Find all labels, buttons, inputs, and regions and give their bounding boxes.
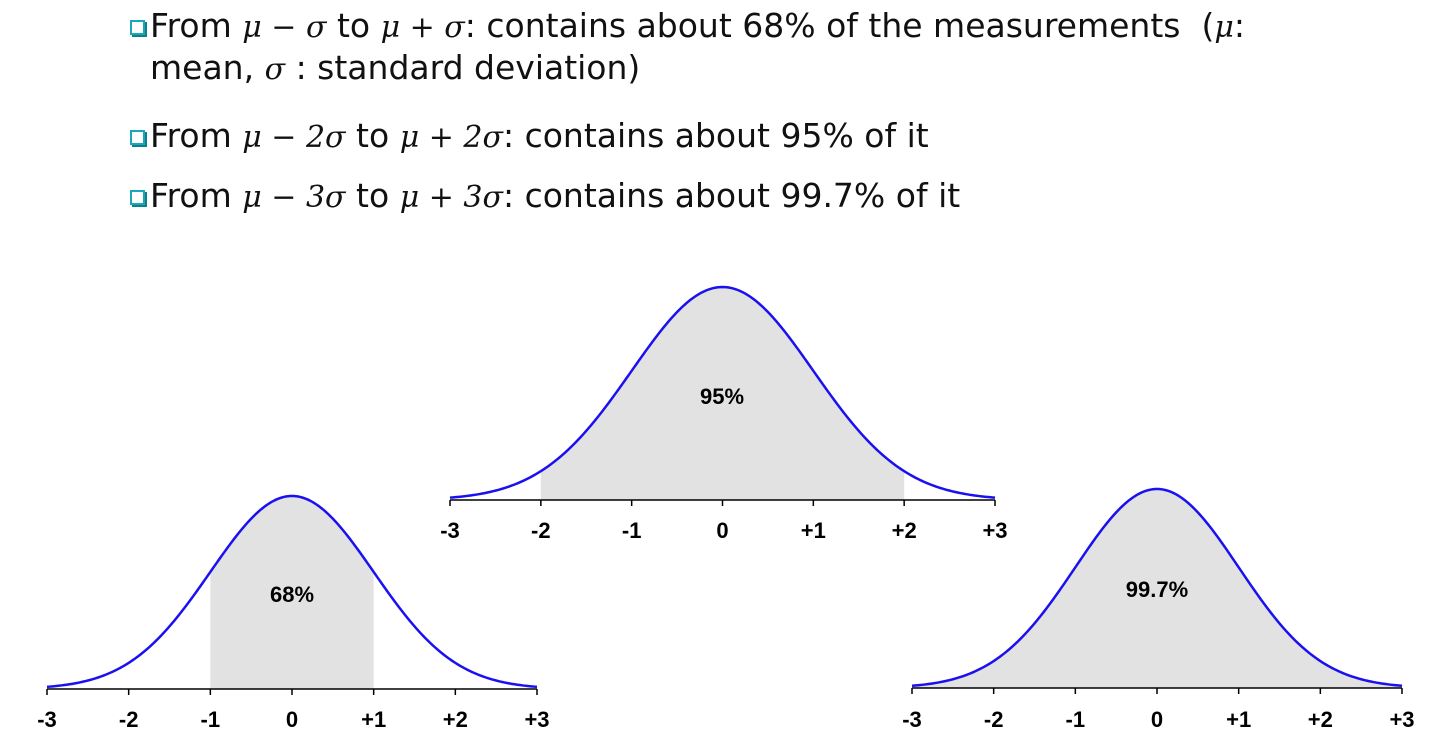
chart-95: -3 -2 -1 0 +1 +2 +3 95% (440, 285, 1008, 543)
x-tick-label: -2 (984, 707, 1004, 732)
x-tick-label: -3 (37, 707, 57, 732)
x-tick-label: +2 (443, 707, 468, 732)
normal-curve (449, 285, 996, 499)
x-tick-label: 0 (716, 518, 728, 543)
x-tick-label: +1 (361, 707, 386, 732)
x-tick-label: -2 (531, 518, 551, 543)
bullet-text: : standard deviation) (295, 48, 641, 87)
normal-curve (911, 487, 1403, 688)
bullet-text: From (150, 116, 232, 155)
math-upper-bound: μ + 3σ (399, 180, 503, 215)
bullet-68: From μ − σ to μ + σ: contains about 68% … (130, 6, 1430, 90)
normal-curve (46, 494, 538, 689)
x-tick-label: -1 (1066, 707, 1086, 732)
square-bullet-icon (130, 130, 145, 145)
square-bullet-icon (130, 20, 145, 35)
x-tick-label: -1 (201, 707, 221, 732)
x-tick-label: -3 (902, 707, 922, 732)
math-upper-bound: μ + 2σ (399, 120, 503, 155)
x-tick-label: +3 (982, 518, 1007, 543)
bullet-text: mean, (150, 48, 255, 87)
bullet-95: From μ − 2σ to μ + 2σ: contains about 95… (130, 116, 1430, 158)
x-tick-label: 0 (1151, 707, 1163, 732)
percent-label: 99.7% (1126, 577, 1188, 602)
math-sigma: σ (264, 52, 286, 87)
chart-68: -3 -2 -1 0 +1 +2 +3 68% (37, 494, 550, 732)
x-tick-label: +2 (892, 518, 917, 543)
bullet-text: ( (1201, 6, 1215, 45)
percent-label: 68% (270, 582, 314, 607)
shaded-area (210, 496, 374, 689)
bullet-text: : contains about 68% of the measurements (464, 6, 1181, 45)
math-lower-bound: μ − 2σ (242, 120, 346, 155)
x-tick-label: -2 (119, 707, 139, 732)
x-tick-label: -3 (440, 518, 460, 543)
x-tick-label: +3 (524, 707, 549, 732)
x-tick-label: 0 (286, 707, 298, 732)
bullet-text: From (150, 176, 232, 215)
bullet-text: : contains about 95% of it (502, 116, 929, 155)
square-bullet-icon (130, 190, 145, 205)
bullet-text: : contains about 99.7% of it (502, 176, 961, 215)
bullet-list: From μ − σ to μ + σ: contains about 68% … (130, 6, 1430, 218)
chart-997: -3 -2 -1 0 +1 +2 +3 99.7% (902, 487, 1415, 732)
bullet-text: From (150, 6, 232, 45)
x-tick-label: +1 (801, 518, 826, 543)
x-tick-label: +1 (1226, 707, 1251, 732)
shaded-area (540, 287, 905, 500)
x-tick-label: +3 (1389, 707, 1414, 732)
bullet-997: From μ − 3σ to μ + 3σ: contains about 99… (130, 176, 1430, 218)
math-lower-bound: μ − 3σ (242, 180, 346, 215)
shaded-area (912, 489, 1402, 688)
math-upper-bound: μ + σ (380, 10, 465, 45)
bullet-text: to (336, 6, 371, 45)
x-tick-label: -1 (622, 518, 642, 543)
x-tick-label: +2 (1308, 707, 1333, 732)
bullet-text: to (356, 176, 390, 215)
bullet-text: : (1233, 6, 1245, 45)
percent-label: 95% (700, 384, 744, 409)
bullet-text: to (356, 116, 390, 155)
math-lower-bound: μ − σ (242, 10, 327, 45)
math-mu: μ (1214, 10, 1234, 45)
